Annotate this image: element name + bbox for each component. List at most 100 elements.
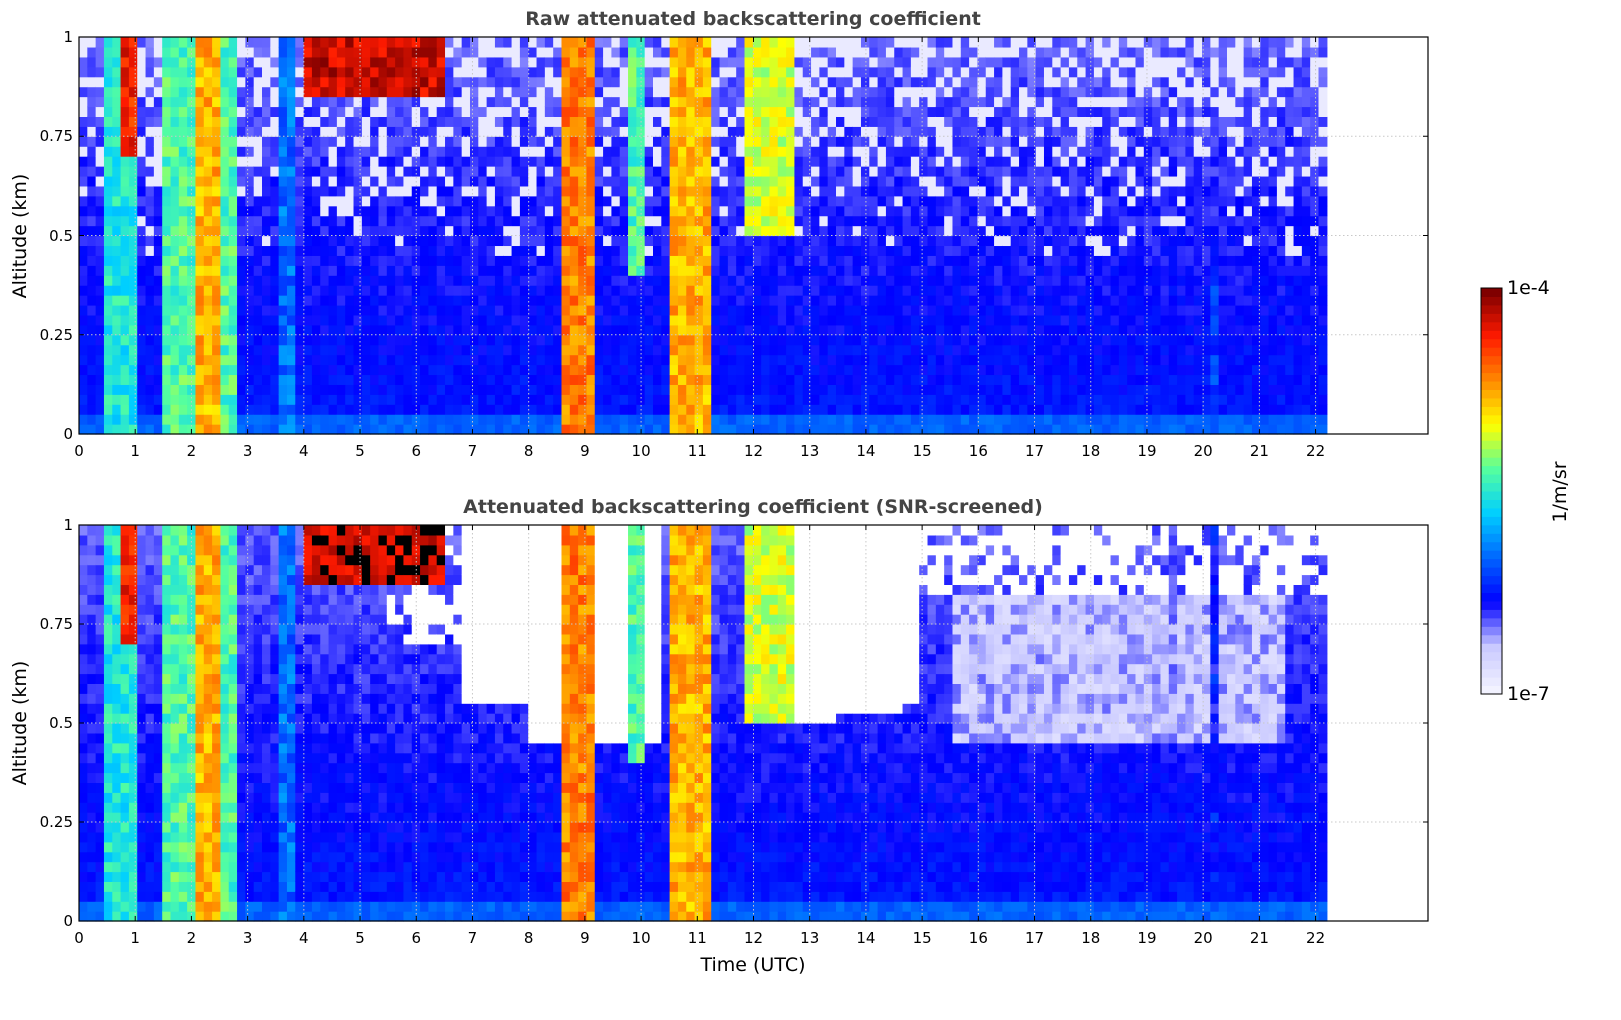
heatmap-cell <box>894 156 904 167</box>
heatmap-cell <box>1002 195 1012 207</box>
heatmap-cell <box>669 66 679 78</box>
heatmap-cell <box>935 245 945 256</box>
heatmap-cell <box>153 235 163 247</box>
heatmap-cell <box>95 285 105 296</box>
heatmap-cell <box>586 76 596 88</box>
heatmap-cell <box>212 334 222 346</box>
heatmap-cell <box>286 66 296 78</box>
heatmap-cell <box>153 146 163 157</box>
heatmap-cell <box>361 86 371 98</box>
heatmap-cell <box>1085 106 1095 117</box>
heatmap-cell <box>677 66 687 78</box>
heatmap-cell <box>702 96 712 108</box>
heatmap-cell <box>320 86 330 98</box>
heatmap-cell <box>336 364 346 376</box>
heatmap-cell <box>79 424 88 435</box>
heatmap-cell <box>902 384 912 395</box>
heatmap-cell <box>303 136 313 147</box>
heatmap-cell <box>95 424 105 435</box>
heatmap-cell <box>386 185 396 197</box>
heatmap-cell <box>653 245 662 256</box>
heatmap-cell <box>985 106 995 117</box>
heatmap-cell <box>203 285 213 296</box>
heatmap-cell <box>353 275 363 286</box>
heatmap-cell <box>902 215 912 227</box>
heatmap-cell <box>1027 314 1037 326</box>
heatmap-cell <box>95 275 105 286</box>
heatmap-cell <box>944 295 954 306</box>
heatmap-cell <box>1035 245 1045 256</box>
heatmap-cell <box>869 215 879 227</box>
heatmap-cell <box>777 66 787 78</box>
heatmap-cell <box>528 56 538 68</box>
heatmap-cell <box>569 205 579 217</box>
heatmap-cell <box>1010 185 1020 197</box>
heatmap-cell <box>827 37 837 48</box>
heatmap-cell <box>586 245 596 256</box>
heatmap-cell <box>827 285 837 296</box>
heatmap-cell <box>403 275 413 286</box>
heatmap-cell <box>519 96 529 108</box>
heatmap-cell <box>1085 76 1095 88</box>
heatmap-cell <box>877 265 887 276</box>
heatmap-cell <box>87 235 97 247</box>
heatmap-cell <box>536 344 546 356</box>
heatmap-cell <box>311 374 321 385</box>
heatmap-cell <box>777 185 787 197</box>
heatmap-cell <box>469 424 479 435</box>
heatmap-cell <box>1110 185 1120 197</box>
heatmap-cell <box>1077 46 1087 58</box>
heatmap-cell <box>303 235 313 247</box>
heatmap-cell <box>802 86 812 98</box>
heatmap-cell <box>378 126 388 137</box>
heatmap-cell <box>1002 136 1012 147</box>
heatmap-cell <box>345 384 355 395</box>
heatmap-cell <box>711 394 721 405</box>
heatmap-cell <box>586 424 596 435</box>
heatmap-cell <box>212 126 222 137</box>
heatmap-cell <box>994 136 1003 147</box>
heatmap-cell <box>1102 175 1112 187</box>
heatmap-cell <box>320 245 330 256</box>
heatmap-cell <box>603 414 613 425</box>
heatmap-cell <box>303 424 313 435</box>
heatmap-cell <box>603 166 613 177</box>
heatmap-cell <box>603 195 613 207</box>
heatmap-cell <box>286 285 296 296</box>
heatmap-cell <box>902 414 912 425</box>
heatmap-cell <box>1010 215 1020 227</box>
heatmap-cell <box>428 324 438 336</box>
heatmap-cell <box>328 126 338 137</box>
heatmap-cell <box>1043 394 1053 405</box>
heatmap-cell <box>860 46 870 58</box>
heatmap-cell <box>95 46 105 58</box>
heatmap-cell <box>345 265 355 276</box>
heatmap-cell <box>420 374 429 385</box>
heatmap-cell <box>1077 384 1087 395</box>
heatmap-cell <box>1035 424 1045 435</box>
heatmap-cell <box>1102 255 1112 266</box>
heatmap-cell <box>286 354 296 366</box>
heatmap-cell <box>985 116 995 127</box>
heatmap-cell <box>395 384 405 395</box>
heatmap-cell <box>178 384 188 395</box>
heatmap-cell <box>178 265 188 276</box>
heatmap-cell <box>1027 37 1037 48</box>
heatmap-cell <box>694 205 704 217</box>
heatmap-cell <box>894 86 904 98</box>
heatmap-cell <box>794 37 804 48</box>
heatmap-cell <box>919 404 929 415</box>
heatmap-cell <box>478 46 488 58</box>
heatmap-cell <box>220 56 230 68</box>
heatmap-cell <box>237 235 246 247</box>
heatmap-cell <box>403 245 413 256</box>
heatmap-cell <box>686 414 696 425</box>
heatmap-cell <box>811 175 820 187</box>
heatmap-cell <box>736 205 746 217</box>
heatmap-cell <box>910 96 920 108</box>
heatmap-cell <box>777 344 787 356</box>
heatmap-cell <box>145 414 155 425</box>
heatmap-cell <box>237 304 246 316</box>
heatmap-cell <box>436 37 446 48</box>
heatmap-cell <box>669 156 679 167</box>
